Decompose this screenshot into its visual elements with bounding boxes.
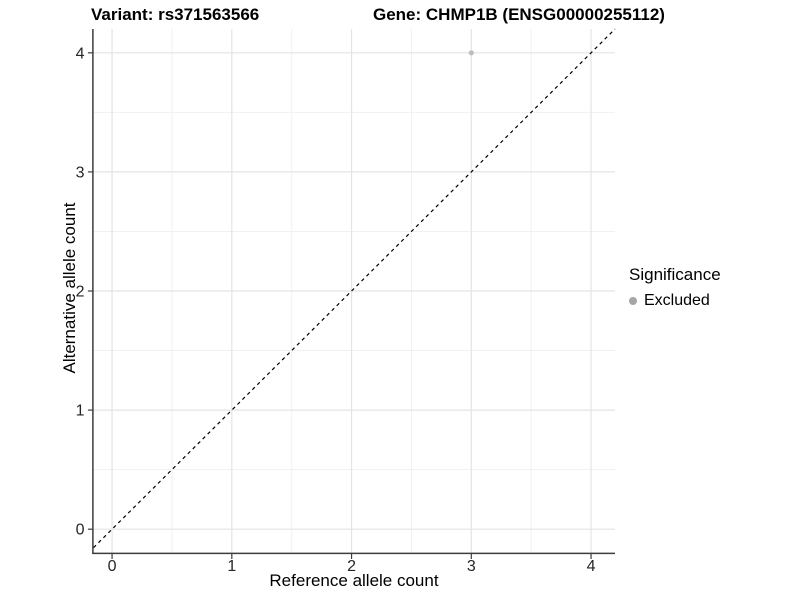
x-tick-label: 1 [227, 558, 236, 575]
x-axis-title: Reference allele count [269, 571, 439, 590]
legend-item-label: Excluded [644, 292, 710, 309]
y-tick-label: 1 [76, 403, 85, 420]
gene-title: Gene: CHMP1B (ENSG00000255112) [373, 5, 665, 24]
data-point [468, 50, 474, 56]
excluded-circle-icon [629, 297, 637, 305]
x-tick-label: 4 [587, 558, 596, 575]
legend-title: Significance [629, 265, 721, 284]
y-tick-label: 4 [76, 45, 85, 62]
legend-item-excluded: Excluded [629, 292, 721, 310]
legend: Significance Excluded [629, 265, 721, 310]
y-tick-label: 3 [76, 164, 85, 181]
y-tick-label: 2 [76, 284, 85, 301]
variant-title: Variant: rs371563566 [91, 5, 260, 24]
y-tick-label: 0 [76, 522, 85, 539]
x-tick-label: 2 [347, 558, 356, 575]
x-tick-label: 0 [108, 558, 117, 575]
y-axis-title: Alternative allele count [60, 202, 79, 374]
x-tick-label: 3 [467, 558, 476, 575]
